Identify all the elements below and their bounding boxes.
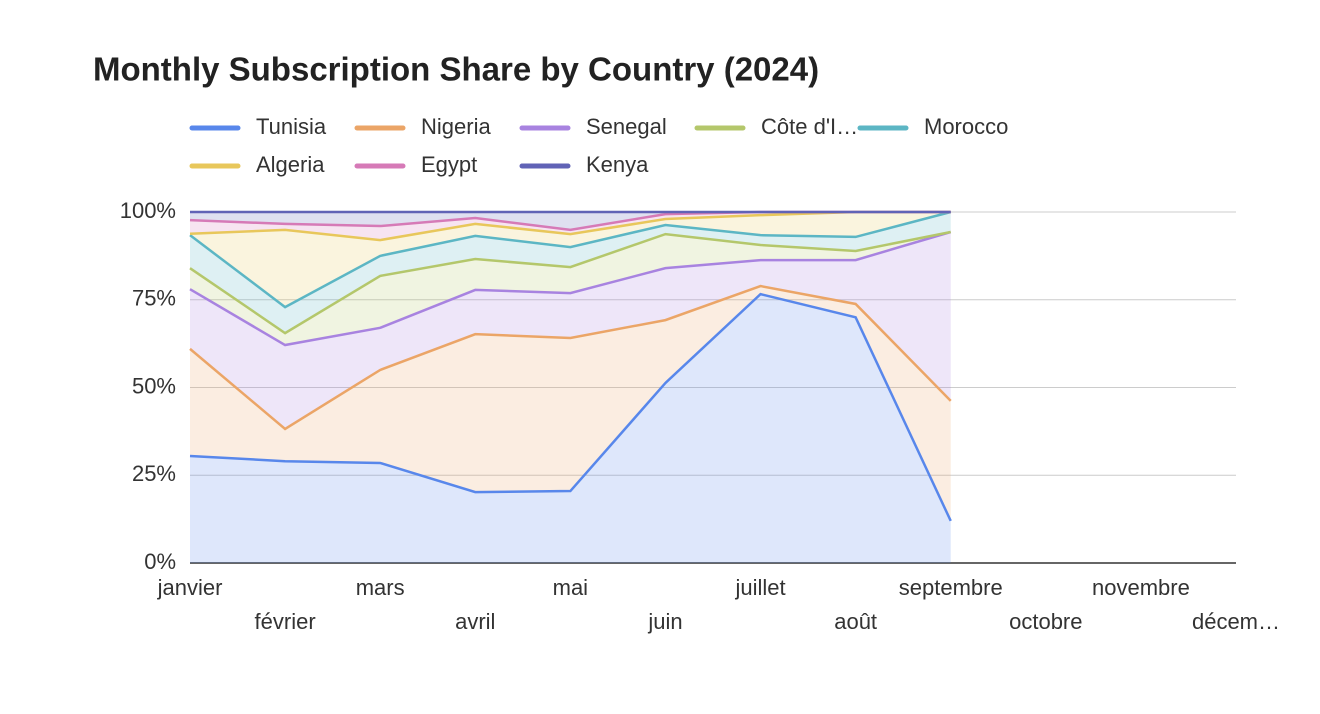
x-tick-label: juin [647,609,682,634]
legend-label: Nigeria [421,114,491,139]
x-tick-label: août [834,609,877,634]
y-tick-label: 75% [132,286,176,311]
x-tick-label: décem… [1192,609,1280,634]
area [190,212,951,308]
x-tick-label: juillet [734,575,785,600]
x-tick-label: novembre [1092,575,1190,600]
chart-title: Monthly Subscription Share by Country (2… [93,51,819,88]
series-line [189,230,951,335]
x-tick-label: janvier [157,575,223,600]
area [190,212,951,241]
x-tick-label: avril [455,609,495,634]
x-tick-label: mai [553,575,588,600]
area [190,294,951,563]
lines [189,210,952,522]
x-tick-label: février [255,609,316,634]
x-tick-label: mars [356,575,405,600]
legend-label: Senegal [586,114,667,139]
legend-label: Côte d'I… [761,114,858,139]
legend-label: Egypt [421,152,477,177]
area [190,232,951,346]
series-line [189,292,952,522]
legend-label: Tunisia [256,114,327,139]
x-tick-label: septembre [899,575,1003,600]
legend-label: Morocco [924,114,1008,139]
area [190,232,951,429]
legend-label: Algeria [256,152,325,177]
area [190,212,951,334]
series-line [189,230,952,347]
y-tick-label: 100% [120,198,176,223]
legend-label: Kenya [586,152,649,177]
y-tick-label: 25% [132,461,176,486]
y-tick-label: 0% [144,549,176,574]
y-tick-label: 50% [132,373,176,398]
series-line [189,284,952,431]
series-line [189,210,952,309]
areas [190,212,951,563]
x-tick-label: octobre [1009,609,1082,634]
